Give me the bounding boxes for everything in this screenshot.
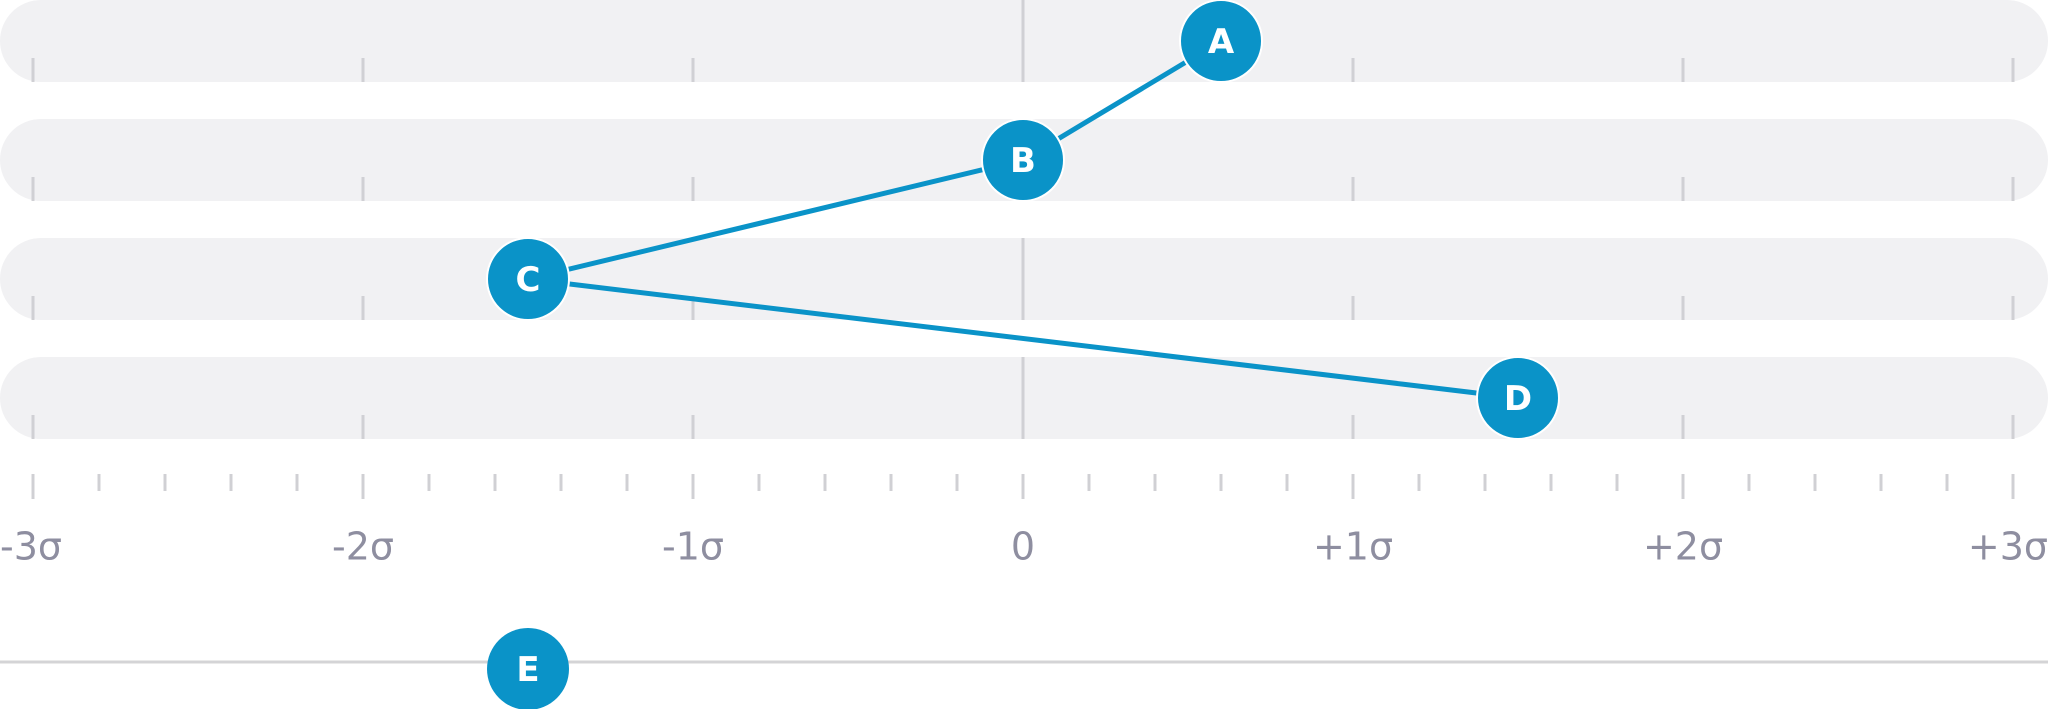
point-label: A — [1208, 22, 1235, 62]
x-tick-label: +2σ — [1643, 525, 1723, 569]
point-label: B — [1010, 141, 1036, 181]
x-tick-label: 0 — [1011, 525, 1035, 569]
x-tick-label: -3σ — [0, 525, 62, 569]
point-label: D — [1504, 379, 1532, 419]
connector-line — [527, 38, 1519, 401]
marker-label: E — [516, 650, 539, 690]
x-tick-label: +1σ — [1313, 525, 1393, 569]
point-label: C — [516, 260, 541, 300]
point — [1476, 356, 1560, 440]
point — [486, 237, 570, 321]
marker — [487, 628, 569, 709]
x-tick-label: -1σ — [662, 525, 724, 569]
point — [1179, 0, 1263, 83]
x-tick-label: +3σ — [1968, 525, 2048, 569]
point — [981, 118, 1065, 202]
x-tick-label: -2σ — [332, 525, 394, 569]
